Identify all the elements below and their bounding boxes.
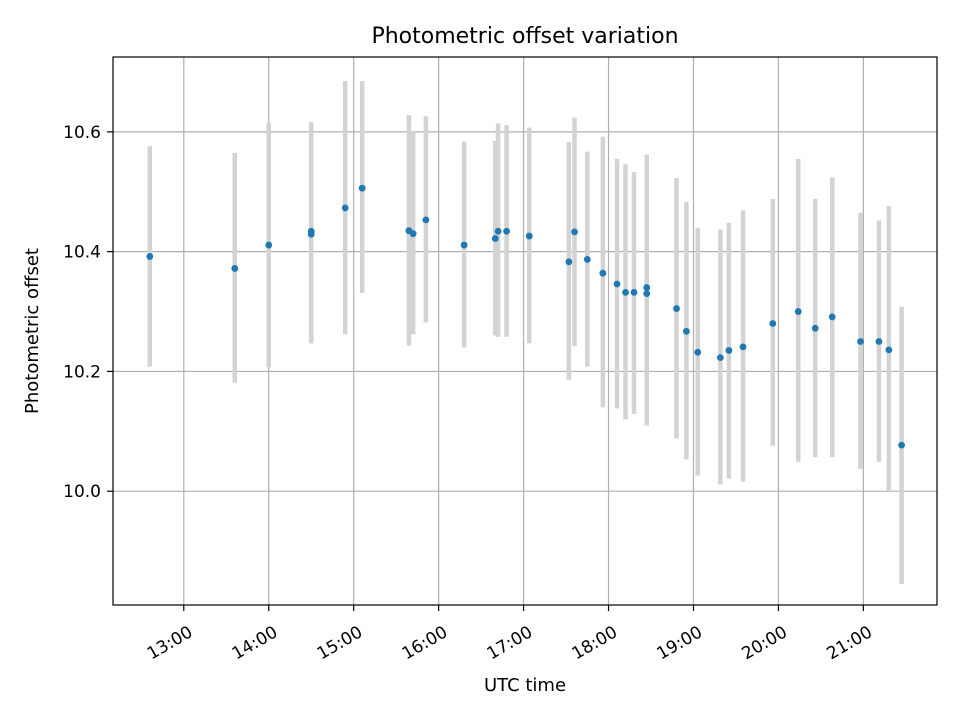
y-tick-label: 10.2 bbox=[63, 362, 101, 382]
data-point bbox=[494, 227, 502, 235]
data-point bbox=[875, 338, 883, 345]
data-point bbox=[583, 256, 591, 263]
data-point bbox=[613, 280, 621, 288]
data-point bbox=[769, 320, 777, 327]
data-point bbox=[571, 228, 578, 236]
data-point bbox=[231, 265, 239, 272]
data-point bbox=[857, 338, 864, 345]
data-point bbox=[341, 204, 349, 212]
data-point bbox=[725, 347, 733, 354]
data-point bbox=[491, 235, 499, 242]
data-point bbox=[525, 232, 533, 240]
data-point bbox=[409, 230, 417, 238]
data-point bbox=[739, 343, 747, 351]
data-point bbox=[673, 305, 680, 312]
data-point bbox=[885, 346, 893, 354]
data-point bbox=[265, 241, 273, 249]
data-point bbox=[422, 216, 430, 224]
data-point bbox=[146, 253, 154, 260]
data-point bbox=[828, 313, 836, 321]
data-point bbox=[565, 258, 573, 266]
data-point bbox=[643, 290, 651, 297]
data-point bbox=[643, 284, 651, 291]
data-point bbox=[630, 288, 638, 296]
chart-title: Photometric offset variation bbox=[371, 24, 678, 49]
x-axis-label: UTC time bbox=[484, 675, 566, 696]
y-tick-label: 10.6 bbox=[63, 123, 101, 143]
data-point bbox=[460, 241, 468, 249]
data-point bbox=[898, 441, 906, 449]
data-point bbox=[794, 308, 802, 315]
y-tick-label: 10.0 bbox=[63, 482, 101, 502]
plot-frame bbox=[112, 56, 938, 606]
data-point bbox=[599, 269, 607, 277]
data-point bbox=[683, 327, 690, 335]
data-point bbox=[307, 230, 315, 238]
y-tick-label: 10.4 bbox=[63, 243, 101, 263]
data-points bbox=[146, 184, 906, 449]
data-point bbox=[622, 288, 629, 296]
data-point bbox=[716, 354, 724, 362]
data-point bbox=[358, 184, 366, 192]
y-axis-label: Photometric offset bbox=[22, 248, 43, 414]
data-point bbox=[503, 227, 510, 235]
data-point bbox=[694, 348, 702, 356]
data-point bbox=[811, 324, 819, 332]
